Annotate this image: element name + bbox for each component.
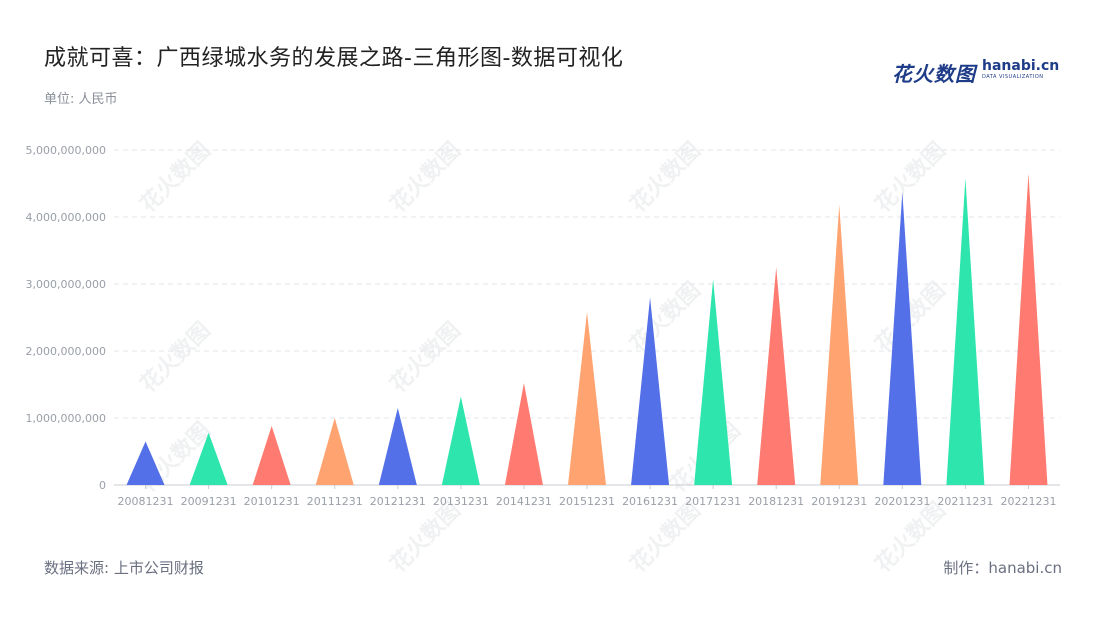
triangle-bar-20201231[interactable] bbox=[883, 192, 922, 485]
y-tick-label: 2,000,000,000 bbox=[26, 345, 106, 358]
triangle-bar-20121231[interactable] bbox=[378, 407, 417, 485]
x-tick-label: 20081231 bbox=[118, 495, 174, 508]
x-tick-label: 20201231 bbox=[874, 495, 930, 508]
triangle-bar-20141231[interactable] bbox=[504, 383, 543, 485]
x-tick-label: 20101231 bbox=[244, 495, 300, 508]
triangle-bar-20181231[interactable] bbox=[757, 267, 796, 485]
triangle-bar-20221231[interactable] bbox=[1009, 173, 1048, 485]
x-tick-label: 20221231 bbox=[1000, 495, 1056, 508]
unit-label: 单位: 人民币 bbox=[44, 92, 118, 107]
triangle-bar-20101231[interactable] bbox=[252, 426, 291, 485]
y-tick-label: 5,000,000,000 bbox=[26, 144, 106, 157]
triangle-bars bbox=[126, 173, 1048, 485]
triangle-bar-20211231[interactable] bbox=[946, 178, 985, 485]
triangle-bar-20171231[interactable] bbox=[694, 279, 733, 485]
y-tick-label: 0 bbox=[99, 479, 106, 492]
x-tick-label: 20141231 bbox=[496, 495, 552, 508]
y-tick-label: 3,000,000,000 bbox=[26, 278, 106, 291]
logo-en-text: hanabi.cn bbox=[982, 58, 1060, 74]
credit-link[interactable]: 制作：hanabi.cn bbox=[943, 559, 1062, 577]
x-tick-label: 20091231 bbox=[181, 495, 237, 508]
page-title: 成就可喜：广西绿城水务的发展之路-三角形图-数据可视化 bbox=[44, 46, 624, 71]
y-tick-label: 4,000,000,000 bbox=[26, 211, 106, 224]
triangle-bar-20131231[interactable] bbox=[441, 396, 480, 485]
triangle-bar-20161231[interactable] bbox=[631, 297, 670, 485]
triangle-bar-20151231[interactable] bbox=[568, 312, 606, 485]
logo-cn-text: 花火数图 bbox=[892, 62, 976, 86]
triangle-bar-20111231[interactable] bbox=[315, 418, 354, 485]
brand-logo: 花火数图 hanabi.cn DATA VISUALIZATION bbox=[892, 58, 1059, 87]
data-source: 数据来源: 上市公司财报 bbox=[44, 559, 204, 577]
x-tick-label: 20111231 bbox=[307, 495, 363, 508]
x-tick-label: 20151231 bbox=[559, 495, 615, 508]
x-tick-label: 20211231 bbox=[937, 495, 993, 508]
x-tick-label: 20161231 bbox=[622, 495, 678, 508]
logo-sub-text: DATA VISUALIZATION bbox=[982, 74, 1044, 80]
triangle-bar-20191231[interactable] bbox=[820, 204, 859, 485]
triangle-bar-20091231[interactable] bbox=[189, 432, 228, 485]
y-axis: 0 1,000,000,000 2,000,000,000 3,000,000,000… bbox=[26, 144, 106, 492]
x-tick-label: 20171231 bbox=[685, 495, 741, 508]
x-tick-label: 20191231 bbox=[811, 495, 867, 508]
x-tick-label: 20131231 bbox=[433, 495, 489, 508]
logo-en-block: hanabi.cn DATA VISUALIZATION bbox=[982, 58, 1059, 81]
x-axis: 20081231 20091231 20101231 20111231 20121231… bbox=[114, 484, 1060, 508]
x-tick-label: 20181231 bbox=[748, 495, 804, 508]
x-tick-label: 20121231 bbox=[370, 495, 426, 508]
y-tick-label: 1,000,000,000 bbox=[26, 412, 106, 425]
triangle-bar-20081231[interactable] bbox=[126, 441, 165, 485]
